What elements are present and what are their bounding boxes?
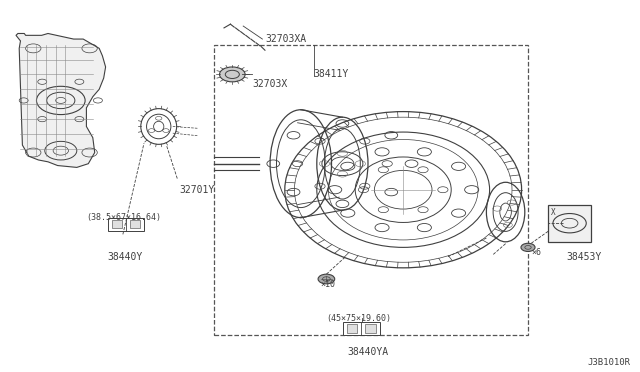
Bar <box>108 218 144 231</box>
Circle shape <box>521 243 535 251</box>
Text: X: X <box>551 208 556 217</box>
Bar <box>347 324 357 333</box>
Text: 38440YA: 38440YA <box>348 347 388 356</box>
Text: 38453Y: 38453Y <box>566 252 602 262</box>
Text: ×10: ×10 <box>321 280 336 289</box>
Text: 32701Y: 32701Y <box>179 185 214 195</box>
Text: 32703XA: 32703XA <box>266 34 307 44</box>
Circle shape <box>318 274 335 284</box>
Bar <box>111 220 122 228</box>
Text: 38440Y: 38440Y <box>107 252 143 262</box>
Text: 32703X: 32703X <box>253 79 288 89</box>
Bar <box>343 322 380 335</box>
Bar <box>548 205 591 242</box>
Bar <box>214 45 528 335</box>
Polygon shape <box>16 33 106 167</box>
Circle shape <box>220 67 245 82</box>
Text: (38.5×67×16.64): (38.5×67×16.64) <box>86 213 161 222</box>
Text: 38411Y: 38411Y <box>314 70 349 79</box>
Bar <box>365 324 376 333</box>
Text: ×6: ×6 <box>531 248 541 257</box>
Text: J3B1010R: J3B1010R <box>588 358 630 367</box>
Text: (45×75×19.60): (45×75×19.60) <box>326 314 391 323</box>
Bar <box>130 220 140 228</box>
